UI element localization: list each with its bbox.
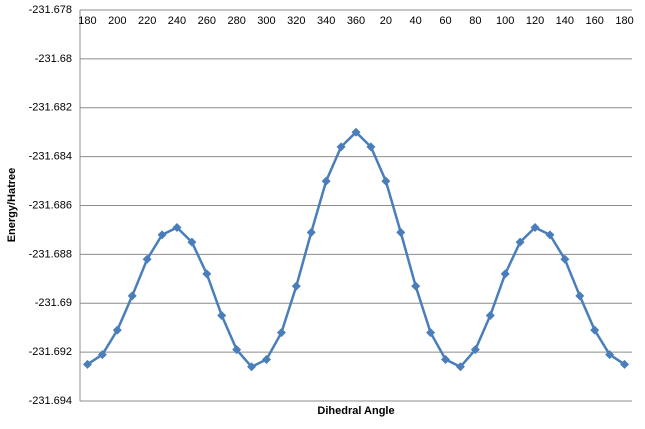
x-tick-label: 360 bbox=[347, 15, 365, 27]
x-tick-label: 120 bbox=[526, 15, 544, 27]
x-axis-title: Dihedral Angle bbox=[317, 405, 394, 417]
marker bbox=[142, 254, 152, 264]
marker bbox=[590, 325, 600, 335]
marker bbox=[217, 310, 227, 320]
x-tick-label: 240 bbox=[168, 15, 186, 27]
marker bbox=[470, 345, 480, 355]
marker bbox=[82, 359, 92, 369]
marker bbox=[351, 127, 361, 137]
y-tick-label: -231.68 bbox=[35, 53, 72, 65]
marker bbox=[560, 254, 570, 264]
marker bbox=[485, 310, 495, 320]
x-tick-label: 180 bbox=[78, 15, 96, 27]
marker bbox=[396, 227, 406, 237]
marker bbox=[291, 281, 301, 291]
y-tick-label: -231.692 bbox=[29, 346, 72, 358]
x-tick-label: 20 bbox=[380, 15, 392, 27]
x-tick-label: 320 bbox=[287, 15, 305, 27]
marker bbox=[530, 222, 540, 232]
marker bbox=[336, 142, 346, 152]
marker bbox=[455, 362, 465, 372]
y-tick-label: -231.688 bbox=[29, 248, 72, 260]
x-tick-label: 160 bbox=[586, 15, 604, 27]
y-tick-label: -231.682 bbox=[29, 102, 72, 114]
x-tick-label: 80 bbox=[469, 15, 481, 27]
marker bbox=[202, 269, 212, 279]
marker bbox=[261, 354, 271, 364]
y-tick-label: -231.69 bbox=[35, 297, 72, 309]
y-axis-title: Energy/Hatree bbox=[6, 168, 18, 243]
marker bbox=[545, 230, 555, 240]
marker bbox=[187, 237, 197, 247]
marker bbox=[515, 237, 525, 247]
x-tick-label: 220 bbox=[138, 15, 156, 27]
marker bbox=[500, 269, 510, 279]
x-tick-label: 340 bbox=[317, 15, 335, 27]
marker bbox=[426, 328, 436, 338]
marker bbox=[247, 362, 257, 372]
y-tick-label: -231.678 bbox=[29, 4, 72, 16]
marker bbox=[575, 291, 585, 301]
marker bbox=[112, 325, 122, 335]
series-line bbox=[86, 130, 626, 369]
marker bbox=[321, 176, 331, 186]
x-tick-label: 60 bbox=[439, 15, 451, 27]
y-tick-label: -231.686 bbox=[29, 199, 72, 211]
marker bbox=[366, 142, 376, 152]
x-tick-label: 200 bbox=[108, 15, 126, 27]
marker bbox=[411, 281, 421, 291]
marker bbox=[306, 227, 316, 237]
marker bbox=[605, 350, 615, 360]
marker bbox=[157, 230, 167, 240]
x-tick-label: 280 bbox=[227, 15, 245, 27]
y-tick-label: -231.694 bbox=[29, 395, 72, 407]
x-tick-label: 180 bbox=[615, 15, 633, 27]
x-tick-label: 260 bbox=[198, 15, 216, 27]
marker bbox=[441, 354, 451, 364]
marker bbox=[232, 345, 242, 355]
marker bbox=[172, 222, 182, 232]
marker bbox=[276, 328, 286, 338]
x-tick-label: 300 bbox=[257, 15, 275, 27]
marker bbox=[620, 359, 630, 369]
marker bbox=[381, 176, 391, 186]
x-tick-label: 140 bbox=[556, 15, 574, 27]
x-tick-label: 100 bbox=[496, 15, 514, 27]
marker bbox=[127, 291, 137, 301]
marker bbox=[97, 350, 107, 360]
x-tick-label: 40 bbox=[410, 15, 422, 27]
y-tick-label: -231.684 bbox=[29, 151, 72, 163]
